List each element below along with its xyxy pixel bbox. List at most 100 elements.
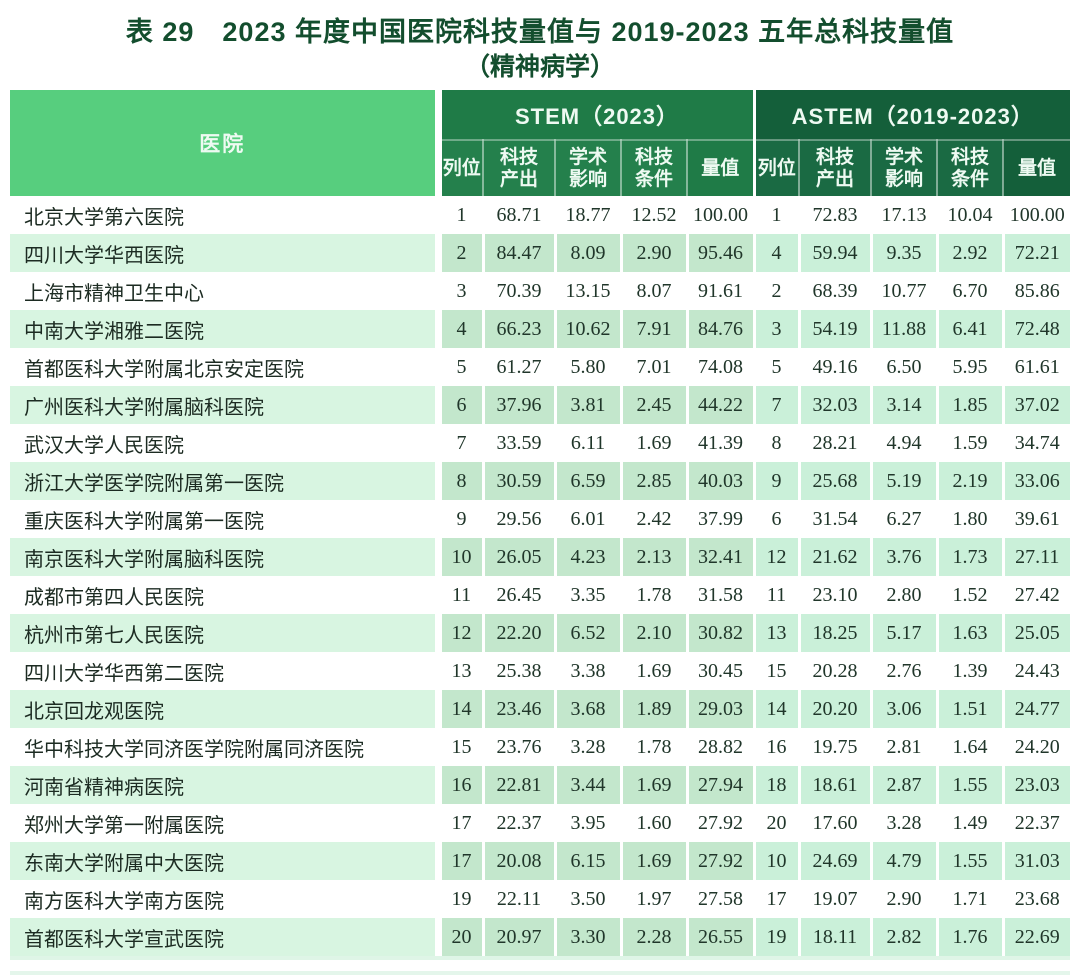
stem-rank-header-label: 列位 — [442, 157, 481, 179]
stem-value-cell: 28.82 — [687, 728, 756, 766]
astem-output-cell: 18.11 — [799, 918, 873, 956]
ranking-table: 医院 STEM（2023） ASTEM（2019-2023） 列位 科技产出 学… — [10, 90, 1071, 956]
astem-rank-cell: 12 — [754, 538, 801, 576]
astem-academic-cell: 3.06 — [871, 690, 939, 728]
astem-condition-cell: 1.59 — [937, 424, 1005, 462]
astem-academic-cell: 6.27 — [871, 500, 939, 538]
stem-output-cell: 61.27 — [483, 348, 557, 386]
astem-condition-cell: 1.51 — [937, 690, 1005, 728]
stem-academic-cell: 3.38 — [555, 652, 623, 690]
astem-condition-cell: 1.49 — [937, 804, 1005, 842]
table-title-line1: 表 29 2023 年度中国医院科技量值与 2019-2023 五年总科技量值 — [125, 17, 955, 47]
stem-value-cell: 26.55 — [687, 918, 756, 956]
stem-rank-cell: 7 — [438, 424, 485, 462]
hospital-name-cell: 浙江大学医学院附属第一医院 — [10, 462, 442, 500]
astem-academic-cell: 2.81 — [871, 728, 939, 766]
stem-rank-cell: 9 — [438, 500, 485, 538]
table-row: 浙江大学医学院附属第一医院 8 30.59 6.59 2.85 40.03 9 25.68 5.… — [10, 462, 1071, 500]
stem-output-cell: 37.96 — [483, 386, 557, 424]
stem-condition-cell: 1.69 — [621, 424, 689, 462]
table-row: 首都医科大学宣武医院 20 20.97 3.30 2.28 26.55 19 18.11 2.8… — [10, 918, 1071, 956]
stem-output-cell: 84.47 — [483, 234, 557, 272]
stem-output-cell: 68.71 — [483, 196, 557, 234]
stem-condition-cell: 7.91 — [621, 310, 689, 348]
astem-academic-cell: 9.35 — [871, 234, 939, 272]
stem-rank-cell: 16 — [438, 766, 485, 804]
astem-condition-cell: 1.55 — [937, 766, 1005, 804]
stem-value-cell: 27.92 — [687, 804, 756, 842]
astem-condition-cell: 1.63 — [937, 614, 1005, 652]
stem-output-header-label: 科技产出 — [499, 146, 538, 190]
stem-condition-header: 科技条件 — [621, 140, 688, 196]
astem-value-cell: 31.03 — [1003, 842, 1071, 880]
stem-rank-cell: 5 — [438, 348, 485, 386]
hospital-name-cell: 郑州大学第一附属医院 — [10, 804, 442, 842]
astem-condition-cell: 6.70 — [937, 272, 1005, 310]
stem-output-cell: 20.97 — [483, 918, 557, 956]
astem-output-cell: 54.19 — [799, 310, 873, 348]
astem-rank-cell: 18 — [754, 766, 801, 804]
stem-academic-cell: 8.09 — [555, 234, 623, 272]
stem-value-cell: 91.61 — [687, 272, 756, 310]
astem-academic-cell: 2.76 — [871, 652, 939, 690]
astem-rank-cell: 11 — [754, 576, 801, 614]
table-row: 重庆医科大学附属第一医院 9 29.56 6.01 2.42 37.99 6 31.54 6.2… — [10, 500, 1071, 538]
stem-output-header: 科技产出 — [483, 140, 556, 196]
stem-output-cell: 22.37 — [483, 804, 557, 842]
table-header: 医院 STEM（2023） ASTEM（2019-2023） 列位 科技产出 学… — [10, 90, 1071, 196]
astem-condition-cell: 1.76 — [937, 918, 1005, 956]
table-row: 郑州大学第一附属医院 17 22.37 3.95 1.60 27.92 20 17.60 3.2… — [10, 804, 1071, 842]
stem-value-cell: 40.03 — [687, 462, 756, 500]
table-row: 南方医科大学南方医院 19 22.11 3.50 1.97 27.58 17 19.07 2.9… — [10, 880, 1071, 918]
stem-value-cell: 32.41 — [687, 538, 756, 576]
table-row: 中南大学湘雅二医院 4 66.23 10.62 7.91 84.76 3 54.19 11.88… — [10, 310, 1071, 348]
table-row: 杭州市第七人民医院 12 22.20 6.52 2.10 30.82 13 18.25 5.17… — [10, 614, 1071, 652]
astem-condition-cell: 1.85 — [937, 386, 1005, 424]
astem-rank-cell: 6 — [754, 500, 801, 538]
table-row: 河南省精神病医院 16 22.81 3.44 1.69 27.94 18 18.61 2.87 1… — [10, 766, 1071, 804]
astem-rank-cell: 7 — [754, 386, 801, 424]
astem-output-cell: 20.28 — [799, 652, 873, 690]
astem-output-cell: 18.25 — [799, 614, 873, 652]
stem-academic-cell: 3.81 — [555, 386, 623, 424]
stem-output-cell: 29.56 — [483, 500, 557, 538]
hospital-name-cell: 中南大学湘雅二医院 — [10, 310, 442, 348]
table-body: 北京大学第六医院 1 68.71 18.77 12.52 100.00 1 72.83 17.1… — [10, 196, 1071, 956]
astem-academic-header-label: 学术影响 — [884, 146, 923, 190]
astem-rank-cell: 4 — [754, 234, 801, 272]
stem-value-cell: 74.08 — [687, 348, 756, 386]
hospital-name-cell: 广州医科大学附属脑科医院 — [10, 386, 442, 424]
stem-condition-cell: 1.89 — [621, 690, 689, 728]
stem-rank-cell: 1 — [438, 196, 485, 234]
stem-output-cell: 25.38 — [483, 652, 557, 690]
hospital-name-cell: 上海市精神卫生中心 — [10, 272, 442, 310]
stem-value-cell: 30.82 — [687, 614, 756, 652]
astem-value-cell: 61.61 — [1003, 348, 1071, 386]
astem-condition-cell: 1.55 — [937, 842, 1005, 880]
astem-output-cell: 18.61 — [799, 766, 873, 804]
astem-condition-cell: 2.92 — [937, 234, 1005, 272]
table-title-line2: （精神病学） — [464, 53, 615, 81]
hospital-name-cell: 南京医科大学附属脑科医院 — [10, 538, 442, 576]
stem-academic-cell: 6.15 — [555, 842, 623, 880]
hospital-name-cell: 北京大学第六医院 — [10, 196, 442, 234]
stem-condition-cell: 2.45 — [621, 386, 689, 424]
astem-value-cell: 72.21 — [1003, 234, 1071, 272]
stem-condition-cell: 8.07 — [621, 272, 689, 310]
astem-rank-cell: 16 — [754, 728, 801, 766]
hospital-name-cell: 河南省精神病医院 — [10, 766, 442, 804]
astem-condition-cell: 1.52 — [937, 576, 1005, 614]
stem-output-cell: 70.39 — [483, 272, 557, 310]
stem-output-cell: 26.45 — [483, 576, 557, 614]
stem-value-header: 量值 — [687, 140, 756, 196]
astem-academic-cell: 4.79 — [871, 842, 939, 880]
stem-output-cell: 22.11 — [483, 880, 557, 918]
astem-output-cell: 25.68 — [799, 462, 873, 500]
astem-output-cell: 31.54 — [799, 500, 873, 538]
astem-value-cell: 34.74 — [1003, 424, 1071, 462]
stem-condition-cell: 2.85 — [621, 462, 689, 500]
stem-value-cell: 44.22 — [687, 386, 756, 424]
stem-value-cell: 41.39 — [687, 424, 756, 462]
stem-condition-cell: 2.90 — [621, 234, 689, 272]
astem-output-cell: 59.94 — [799, 234, 873, 272]
